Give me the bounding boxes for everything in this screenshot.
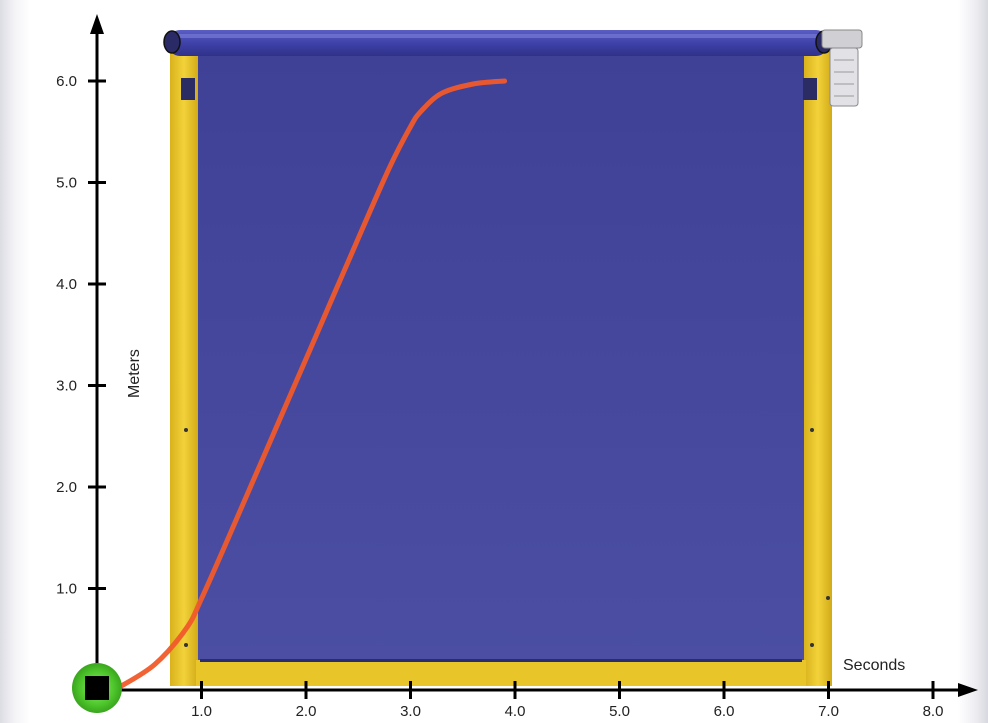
origin-marker <box>72 663 122 713</box>
x-tick-label: 7.0 <box>818 703 839 720</box>
y-tick-label: 1.0 <box>56 581 77 598</box>
axis-ticks: 1.0 2.0 3.0 4.0 5.0 6.0 7.0 8.0 1.0 2.0 3.0 4.0 5.0 6… <box>56 73 943 720</box>
door-bolt <box>810 428 814 432</box>
series-line <box>115 78 508 691</box>
door-frame-bottom <box>196 660 806 686</box>
door-bracket-right <box>803 78 817 100</box>
door-bolt <box>810 643 814 647</box>
y-tick-label: 4.0 <box>56 276 77 293</box>
x-axis-title: Seconds <box>843 657 905 674</box>
y-tick-label: 5.0 <box>56 175 77 192</box>
y-tick-label: 2.0 <box>56 479 77 496</box>
x-tick-label: 5.0 <box>609 703 630 720</box>
door-frame-right <box>804 50 832 686</box>
door-bolt <box>184 643 188 647</box>
x-axis-arrow <box>958 683 978 697</box>
x-tick-label: 3.0 <box>400 703 421 720</box>
x-tick-label: 2.0 <box>296 703 317 720</box>
door-illustration <box>163 29 863 686</box>
door-roller <box>168 30 828 56</box>
door-bolt <box>826 596 830 600</box>
door-bracket-left <box>181 78 195 100</box>
x-tick-label: 6.0 <box>714 703 735 720</box>
door-bolt <box>184 428 188 432</box>
origin-marker-square <box>85 676 109 700</box>
x-tick-label: 1.0 <box>191 703 212 720</box>
x-tick-label: 8.0 <box>923 703 944 720</box>
door-motor <box>821 29 863 107</box>
y-tick-label: 6.0 <box>56 73 77 90</box>
y-tick-label: 3.0 <box>56 378 77 395</box>
door-roller-endcap <box>163 30 181 54</box>
x-axis <box>97 683 978 697</box>
door-roller-highlight <box>178 34 818 38</box>
y-axis-arrow <box>90 14 104 34</box>
door-bottom-seal <box>200 659 802 662</box>
y-axis-title: Meters <box>126 349 143 398</box>
door-frame-left <box>170 50 198 686</box>
y-axis <box>90 14 104 690</box>
x-tick-label: 4.0 <box>505 703 526 720</box>
door-panel <box>196 56 806 664</box>
